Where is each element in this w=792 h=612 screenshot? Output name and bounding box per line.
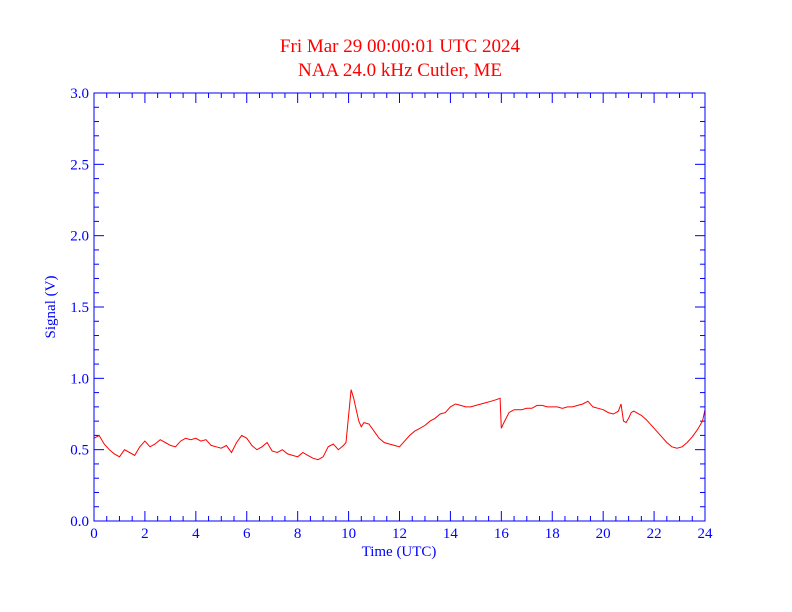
y-axis-ticks	[94, 92, 705, 522]
x-tick-label: 4	[192, 526, 200, 542]
chart-title: Fri Mar 29 00:00:01 UTC 2024	[279, 36, 521, 57]
y-tick-label: 2.0	[70, 229, 89, 245]
y-axis-tick-labels: 0.0 0.5 1.0 1.5 2.0 2.5 3.0	[70, 86, 89, 530]
x-tick-label: 16	[494, 526, 510, 542]
x-axis-ticks	[93, 93, 706, 521]
x-tick-label: 6	[243, 526, 251, 542]
y-tick-label: 2.5	[70, 157, 89, 173]
x-axis-label: Time (UTC)	[362, 544, 437, 560]
y-axis-label: Signal (V)	[43, 276, 59, 339]
y-tick-label: 3.0	[70, 86, 89, 102]
x-tick-label: 20	[596, 526, 611, 542]
x-tick-label: 0	[90, 526, 98, 542]
x-tick-label: 8	[294, 526, 302, 542]
x-tick-label: 14	[443, 526, 459, 542]
x-tick-label: 12	[392, 526, 407, 542]
y-tick-label: 1.5	[70, 300, 89, 316]
signal-series-line	[93, 389, 706, 461]
x-tick-label: 24	[698, 526, 714, 542]
x-tick-label: 18	[545, 526, 560, 542]
y-tick-label: 0.5	[70, 443, 89, 459]
chart-subtitle: NAA 24.0 kHz Cutler, ME	[298, 60, 502, 81]
x-tick-label: 10	[341, 526, 356, 542]
plot-frame	[93, 92, 706, 522]
y-tick-label: 0.0	[70, 514, 89, 530]
x-tick-label: 2	[141, 526, 149, 542]
x-tick-label: 22	[647, 526, 662, 542]
y-tick-label: 1.0	[70, 371, 89, 387]
x-axis-tick-labels: 0 2 4 6 8 10 12 14 16 18 20 22 24	[90, 526, 713, 542]
